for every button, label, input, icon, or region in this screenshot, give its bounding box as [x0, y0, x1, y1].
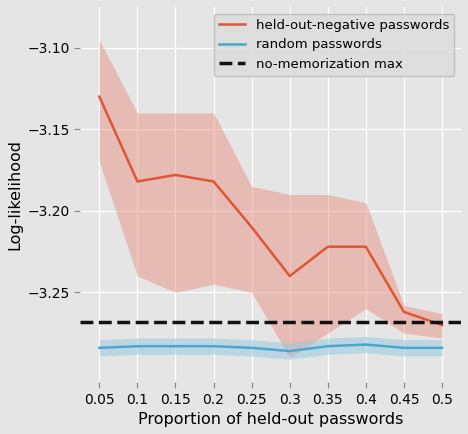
random passwords: [287, 349, 292, 354]
random passwords: [439, 345, 445, 350]
Y-axis label: Log-likelihood: Log-likelihood: [7, 139, 22, 250]
held-out-negative passwords: [401, 309, 407, 315]
random passwords: [211, 344, 216, 349]
held-out-negative passwords: [287, 273, 292, 279]
random passwords: [135, 344, 140, 349]
X-axis label: Proportion of held-out passwords: Proportion of held-out passwords: [138, 412, 403, 427]
held-out-negative passwords: [211, 179, 216, 184]
held-out-negative passwords: [325, 244, 330, 249]
held-out-negative passwords: [439, 322, 445, 328]
random passwords: [249, 345, 255, 350]
random passwords: [363, 342, 369, 347]
Line: held-out-negative passwords: held-out-negative passwords: [99, 97, 442, 325]
held-out-negative passwords: [363, 244, 369, 249]
held-out-negative passwords: [96, 94, 102, 99]
random passwords: [401, 345, 407, 350]
held-out-negative passwords: [249, 224, 255, 230]
random passwords: [325, 344, 330, 349]
random passwords: [173, 344, 178, 349]
random passwords: [96, 345, 102, 350]
held-out-negative passwords: [135, 179, 140, 184]
Line: random passwords: random passwords: [99, 345, 442, 351]
Legend: held-out-negative passwords, random passwords, no-memorization max: held-out-negative passwords, random pass…: [213, 13, 454, 76]
held-out-negative passwords: [173, 172, 178, 178]
